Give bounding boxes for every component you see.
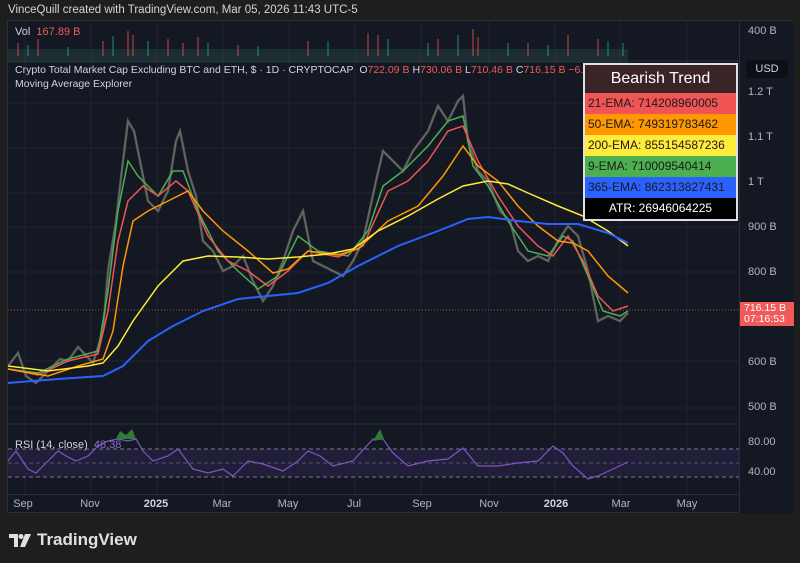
rsi-label: RSI (14, close)	[15, 439, 88, 451]
price-tick: 800 B	[748, 266, 777, 278]
atr-row: ATR: 26946064225	[585, 198, 736, 219]
rsi-legend[interactable]: RSI (14, close) 48.38	[15, 439, 121, 451]
chart-svg	[8, 21, 739, 494]
price-tick: 500 B	[748, 401, 777, 413]
price-tick: 1.1 T	[748, 131, 773, 143]
volume-axis-tick: 400 B	[748, 25, 777, 37]
attribution: VinceQuill created with TradingView.com,…	[8, 4, 358, 16]
price-tick: 1 T	[748, 176, 764, 188]
low-label: L	[465, 64, 471, 76]
rsi-tick: 80.00	[748, 436, 776, 448]
time-tick: Mar	[212, 498, 232, 510]
currency-button[interactable]: USD	[746, 60, 788, 78]
trend-title: Bearish Trend	[585, 65, 736, 93]
last-price-tag: 716.15 B 07:16:53	[740, 302, 794, 326]
price-tick: 1.2 T	[748, 86, 773, 98]
time-tick: 2026	[543, 498, 569, 510]
volume-legend: Vol 167.89 B	[15, 26, 80, 38]
symbol-title[interactable]: Crypto Total Market Cap Excluding BTC an…	[15, 64, 354, 76]
symbol-legend[interactable]: Crypto Total Market Cap Excluding BTC an…	[15, 64, 651, 76]
tradingview-logo-icon	[9, 533, 31, 547]
time-tick: Sep	[13, 498, 33, 510]
time-tick: Sep	[412, 498, 432, 510]
low-value: 710.46 B	[470, 64, 513, 76]
tradingview-brand: TradingView	[37, 530, 137, 549]
time-tick: Mar	[611, 498, 631, 510]
close-label: C	[515, 64, 524, 76]
ema200-row: 200-EMA: 855154587236	[585, 135, 736, 156]
price-axis[interactable]: 400 B USD 1.2 T 1.1 T 1 T 900 B 800 B 71…	[739, 21, 794, 514]
close-value: 716.15 B	[523, 64, 566, 76]
price-tick: 600 B	[748, 356, 777, 368]
open-label: O	[359, 64, 368, 76]
time-axis[interactable]: Sep Nov 2025 Mar May Jul Sep Nov 2026 Ma…	[8, 494, 739, 514]
time-tick: Jul	[346, 498, 362, 510]
time-tick: Nov	[479, 498, 499, 510]
ema9-row: 9-EMA: 710009540414	[585, 156, 736, 177]
plot-area[interactable]: Vol 167.89 B Crypto Total Market Cap Exc…	[8, 21, 739, 494]
chart-frame[interactable]: Vol 167.89 B Crypto Total Market Cap Exc…	[7, 20, 794, 514]
time-tick: Nov	[80, 498, 100, 510]
rsi-value: 48.38	[93, 439, 122, 451]
ema21-row: 21-EMA: 714208960005	[585, 93, 736, 114]
volume-value: 167.89 B	[36, 26, 81, 38]
time-tick: May	[277, 498, 299, 510]
ema50-row: 50-EMA: 749319783462	[585, 114, 736, 135]
time-tick: 2025	[143, 498, 169, 510]
indicator-legend[interactable]: Moving Average Explorer	[15, 78, 133, 90]
time-tick: May	[676, 498, 698, 510]
volume-label: Vol	[15, 26, 31, 38]
rsi-tick: 40.00	[748, 466, 776, 478]
last-price: 716.15 B	[744, 302, 787, 314]
price-tick: 900 B	[748, 221, 777, 233]
trend-table: Bearish Trend 21-EMA: 714208960005 50-EM…	[583, 63, 738, 221]
high-label: H	[412, 64, 421, 76]
bar-countdown: 07:16:53	[744, 313, 785, 325]
ema365-row: 365-EMA: 862313827431	[585, 177, 736, 198]
footer: TradingView	[9, 530, 137, 550]
high-value: 730.06 B	[420, 64, 463, 76]
open-value: 722.09 B	[367, 64, 410, 76]
